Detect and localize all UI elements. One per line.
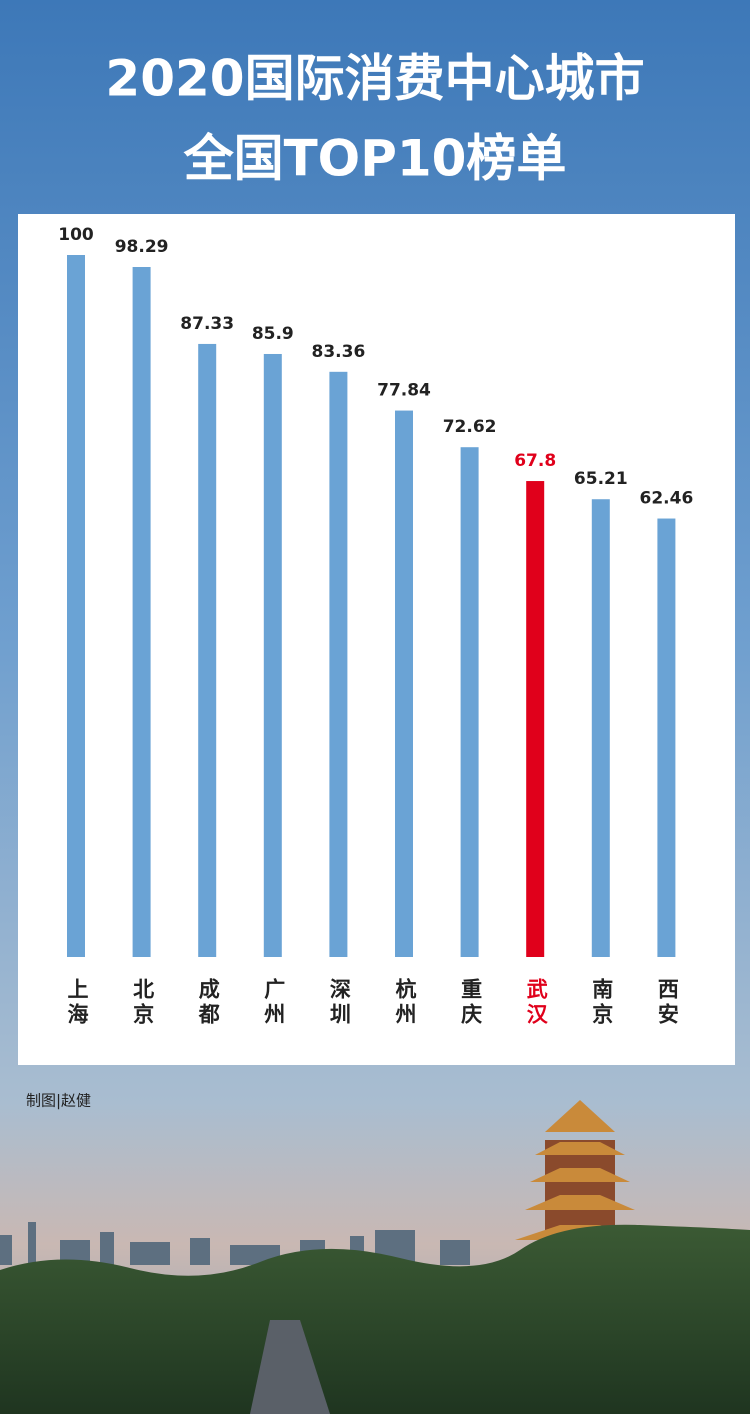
value-label: 72.62 xyxy=(443,417,497,437)
value-label: 100 xyxy=(58,225,94,245)
bar xyxy=(263,353,282,957)
value-label: 98.29 xyxy=(115,237,169,257)
bar xyxy=(395,410,413,957)
x-tick-label: 西安 xyxy=(655,978,679,1028)
plot-panel xyxy=(18,214,735,1065)
x-tick-label: 杭州 xyxy=(393,977,417,1028)
bar xyxy=(526,481,545,957)
bar xyxy=(198,343,217,958)
bar xyxy=(657,518,676,957)
chart-subtitle: 全国TOP10榜单 xyxy=(183,130,567,188)
chart-title: 2020国际消费中心城市 xyxy=(105,50,644,108)
bar xyxy=(460,447,479,957)
x-tick-label: 上海 xyxy=(65,978,89,1028)
x-tick-label: 深圳 xyxy=(327,978,351,1028)
value-label: 67.8 xyxy=(514,451,556,471)
bar xyxy=(591,499,610,957)
x-tick-label: 成都 xyxy=(196,977,221,1028)
bar xyxy=(132,267,151,957)
trees xyxy=(0,1224,750,1414)
bar xyxy=(67,255,85,957)
x-tick-label: 北京 xyxy=(131,978,155,1028)
value-label: 77.84 xyxy=(377,381,431,401)
x-tick-label: 南京 xyxy=(590,977,614,1028)
value-label: 62.46 xyxy=(640,489,694,509)
value-label: 65.21 xyxy=(574,469,628,489)
road xyxy=(250,1320,330,1414)
credit: 制图|赵健 xyxy=(26,1092,91,1110)
value-label: 83.36 xyxy=(312,342,366,362)
value-label: 87.33 xyxy=(180,314,234,334)
bar xyxy=(329,371,348,957)
x-tick-label: 重庆 xyxy=(459,978,483,1028)
x-tick-label: 广州 xyxy=(262,977,286,1028)
x-tick-label: 武汉 xyxy=(524,978,548,1028)
city-skyline xyxy=(0,1222,470,1265)
value-label: 85.9 xyxy=(252,324,294,344)
